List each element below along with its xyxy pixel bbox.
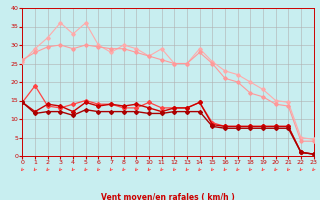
Text: Vent moyen/en rafales ( km/h ): Vent moyen/en rafales ( km/h ) — [101, 193, 235, 200]
